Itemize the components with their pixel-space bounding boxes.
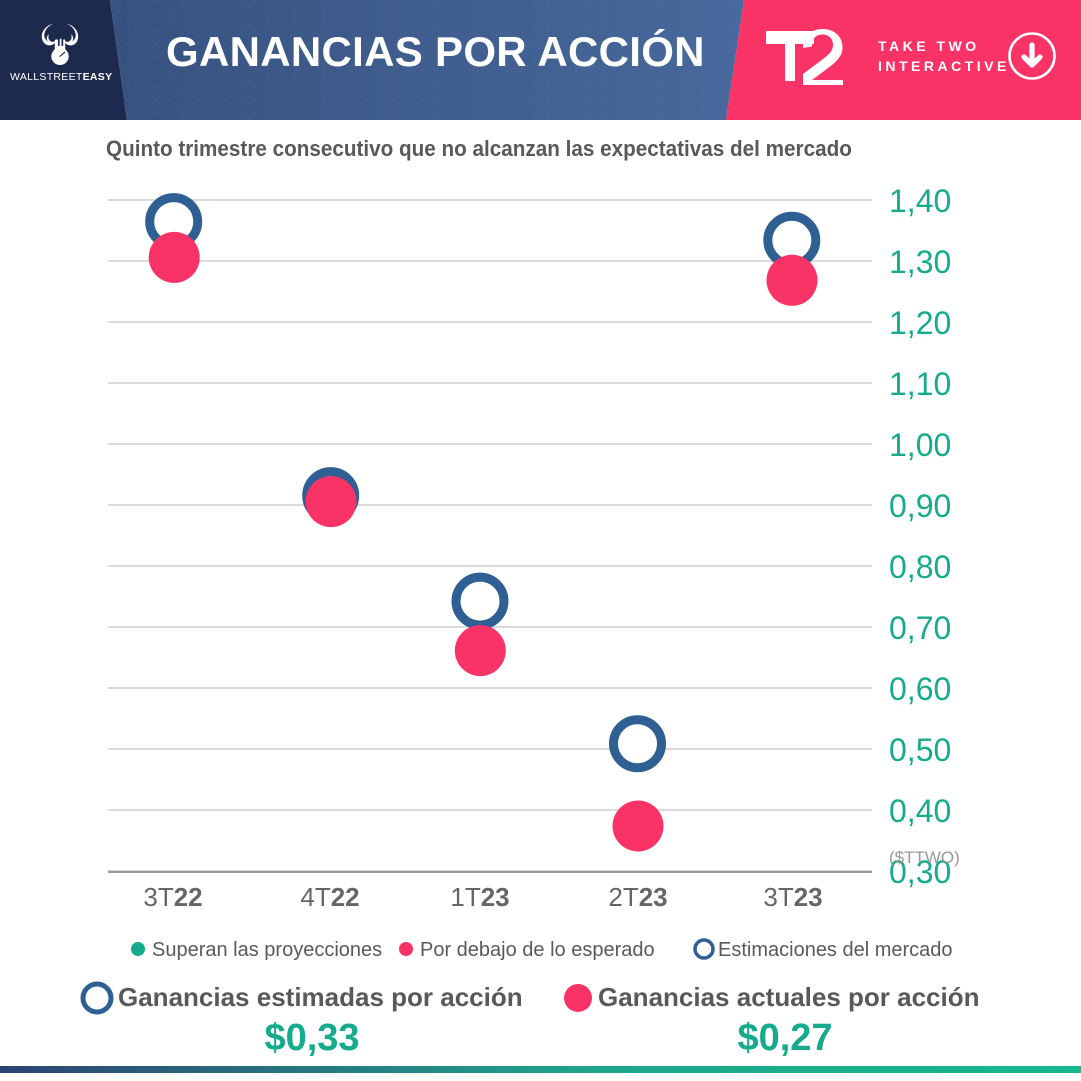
svg-text:Superan las proyecciones: Superan las proyecciones — [152, 939, 382, 961]
svg-text:1,20: 1,20 — [889, 305, 951, 341]
svg-text:1,10: 1,10 — [889, 366, 951, 402]
svg-text:1,30: 1,30 — [889, 244, 951, 280]
svg-text:($TTWO): ($TTWO) — [889, 848, 960, 867]
svg-text:Estimaciones del mercado: Estimaciones del mercado — [718, 939, 953, 961]
svg-text:$0,33: $0,33 — [264, 1017, 359, 1059]
svg-text:0,70: 0,70 — [889, 610, 951, 646]
svg-text:0,50: 0,50 — [889, 732, 951, 768]
svg-text:1,40: 1,40 — [889, 183, 951, 219]
svg-text:0,80: 0,80 — [889, 549, 951, 585]
svg-text:0,40: 0,40 — [889, 793, 951, 829]
svg-text:Ganancias estimadas por acción: Ganancias estimadas por acción — [118, 982, 523, 1012]
svg-text:3T23: 3T23 — [763, 882, 822, 912]
svg-text:3T22: 3T22 — [143, 882, 202, 912]
svg-text:$0,27: $0,27 — [737, 1017, 832, 1059]
svg-text:4T22: 4T22 — [300, 882, 359, 912]
svg-text:Por debajo de lo esperado: Por debajo de lo esperado — [420, 939, 655, 961]
svg-text:0,60: 0,60 — [889, 671, 951, 707]
svg-text:0,90: 0,90 — [889, 488, 951, 524]
svg-text:1,00: 1,00 — [889, 427, 951, 463]
svg-text:1T23: 1T23 — [450, 882, 509, 912]
svg-text:2T23: 2T23 — [608, 882, 667, 912]
svg-text:Ganancias actuales por acción: Ganancias actuales por acción — [598, 982, 980, 1012]
